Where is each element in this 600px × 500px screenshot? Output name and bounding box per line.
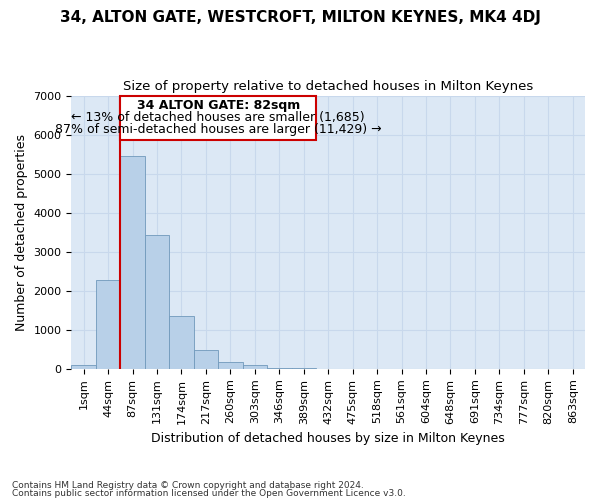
Text: 34, ALTON GATE, WESTCROFT, MILTON KEYNES, MK4 4DJ: 34, ALTON GATE, WESTCROFT, MILTON KEYNES… [59,10,541,25]
Text: Contains public sector information licensed under the Open Government Licence v3: Contains public sector information licen… [12,488,406,498]
Bar [71,366,96,369]
Text: Contains HM Land Registry data © Crown copyright and database right 2024.: Contains HM Land Registry data © Crown c… [12,481,364,490]
Bar [242,366,267,369]
Text: 87% of semi-detached houses are larger (11,429) →: 87% of semi-detached houses are larger (… [55,124,382,136]
Bar [121,156,145,369]
Title: Size of property relative to detached houses in Milton Keynes: Size of property relative to detached ho… [123,80,533,93]
Bar [121,96,316,140]
Bar [267,368,292,369]
Text: 34 ALTON GATE: 82sqm: 34 ALTON GATE: 82sqm [137,99,300,112]
Y-axis label: Number of detached properties: Number of detached properties [15,134,28,330]
X-axis label: Distribution of detached houses by size in Milton Keynes: Distribution of detached houses by size … [151,432,505,445]
Bar [96,280,121,369]
Bar [145,235,169,369]
Bar [194,350,218,369]
Bar [218,362,242,369]
Text: ← 13% of detached houses are smaller (1,685): ← 13% of detached houses are smaller (1,… [71,112,365,124]
Bar [169,316,194,369]
